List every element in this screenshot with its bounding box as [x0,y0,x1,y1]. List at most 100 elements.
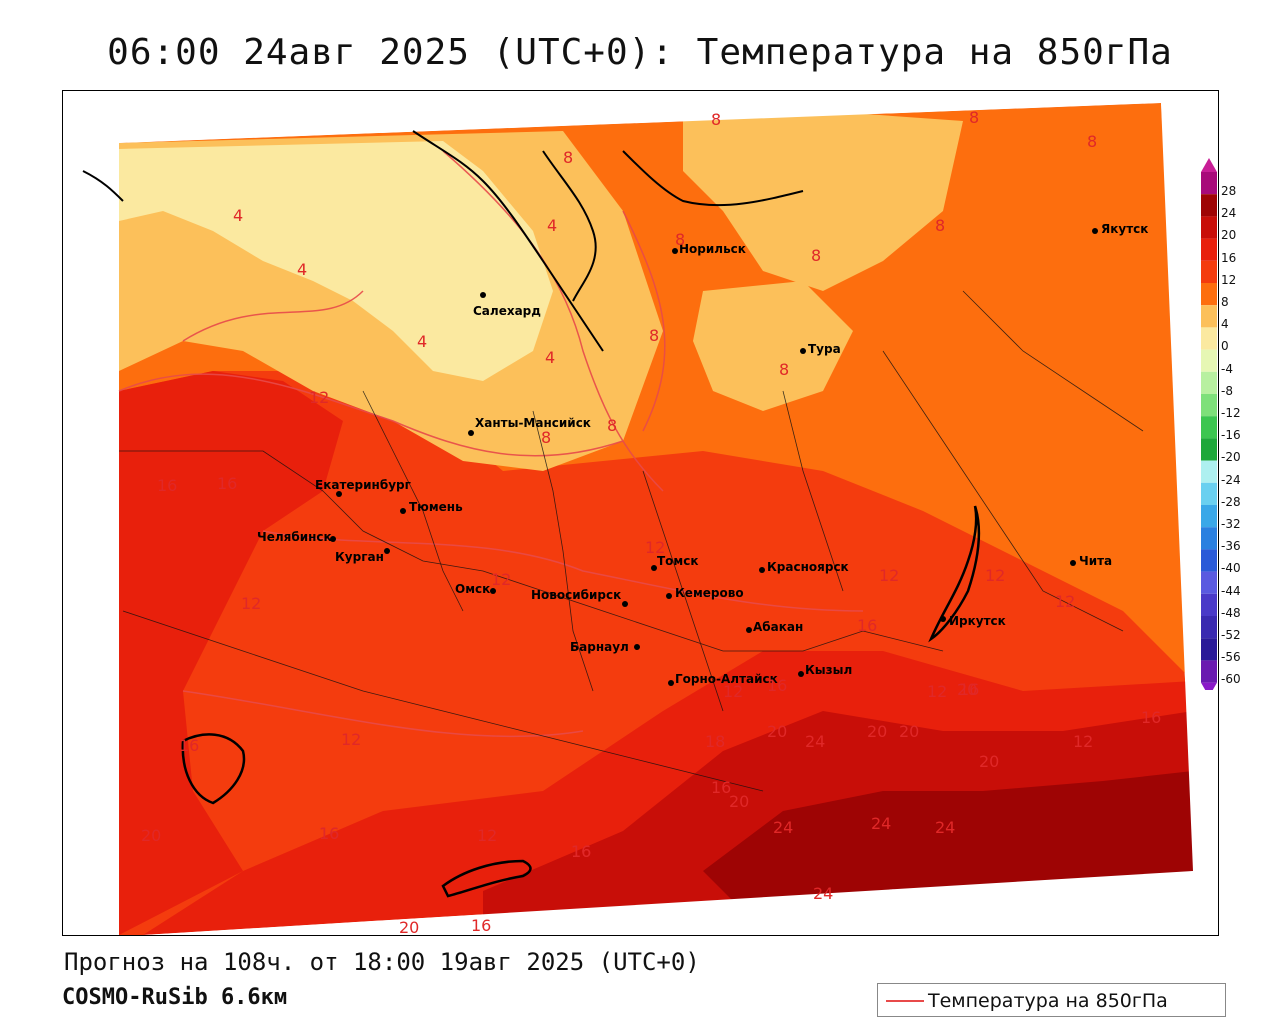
outside-domain-top [119,91,1218,143]
colorbar-tick-label: -32 [1221,517,1241,531]
city-label: Горно-Алтайск [675,672,778,686]
city-khanty-mansiysk: Ханты-Мансийск [468,416,591,436]
colorbar-tick-label: 12 [1221,272,1237,287]
outside-domain-left [63,91,119,935]
colorbar-top-arrow [1201,158,1217,172]
colorbar-tick-label: -60 [1221,672,1241,687]
colorbar-swatch [1201,283,1217,306]
contour-label: 8 [607,416,617,435]
colorbar-swatches [1201,158,1217,690]
outside-domain-bottom [143,871,1218,935]
contour-label: 8 [541,428,551,447]
colorbar-tick-label: 16 [1221,250,1237,265]
colorbar-tick-label: 20 [1221,228,1237,243]
contour-label: 24 [773,818,793,837]
colorbar-swatch [1201,527,1217,550]
city-omsk: Омск [455,582,496,596]
city-label: Новосибирск [531,588,621,602]
colorbar-swatch [1201,460,1217,483]
colorbar-tick-label: -16 [1221,428,1241,443]
colorbar-tick-label: -36 [1221,539,1241,554]
contour-label: 4 [547,216,557,235]
city-label: Барнаул [570,640,629,654]
colorbar-tick-label: -12 [1221,406,1241,420]
colorbar-tick-label: 8 [1221,295,1229,309]
contour-label: 24 [813,884,833,903]
colorbar-tick-label: -56 [1221,650,1241,665]
city-label: Тура [808,342,841,356]
colorbar-swatch [1201,638,1217,661]
colorbar-swatch [1201,505,1217,528]
colorbar-swatch [1201,194,1217,217]
lake-tengiz [181,733,246,805]
contour-label: 4 [297,260,307,279]
contour-label: 16 [571,842,591,861]
contour-label: 4 [545,348,555,367]
city-label: Красноярск [767,560,849,574]
contour-label: 20 [979,752,999,771]
band-24-28-mongolia [703,771,1193,911]
city-label: Курган [335,550,384,564]
city-kurgan: Курган [335,548,390,564]
city-ekaterinburg: Екатеринбург [315,478,411,497]
contour-label: 16 [767,676,787,695]
contour-label: 12 [1055,592,1075,611]
band-16-20-west [119,371,343,935]
contour-label: 18 [705,732,725,751]
city-label: Чита [1079,554,1112,568]
city-label: Кызыл [805,663,852,677]
city-tyumen: Тюмень [400,500,463,514]
legend-line-swatch [886,1000,924,1002]
city-label: Норильск [679,242,746,256]
contour-label: 16 [1141,708,1161,727]
city-kemerovo: Кемерово [666,586,744,600]
band-4-8-tura [693,281,853,411]
contour-label: 8 [969,108,979,127]
contour-label: 8 [811,246,821,265]
city-kyzyl: Кызыл [798,663,852,677]
city-label: Челябинск [257,530,332,544]
contour-label: 12 [477,826,497,845]
contour-value-labels: 8 8 8 8 4 4 4 8 8 8 8 4 4 8 8 8 12 16 16… [141,108,1161,935]
city-label: Ханты-Мансийск [475,416,591,430]
city-abakan: Абакан [746,620,803,634]
contour-label: 16 [319,824,339,843]
city-novosibirsk: Новосибирск [531,588,628,607]
contour-label: 4 [417,332,427,351]
colorbar-swatch [1201,482,1217,505]
contour-label: 16 [959,680,979,699]
model-name: COSMO-RuSib 6.6км [62,985,288,1010]
colorbar-swatch [1201,216,1217,239]
city-label: Томск [657,554,699,568]
city-chelyabinsk: Челябинск [257,530,336,544]
city-barnaul: Барнаул [570,640,640,654]
forecast-info: Прогноз на 108ч. от 18:00 19авг 2025 (UT… [64,948,700,976]
colorbar-tick-label: 28 [1221,184,1237,198]
colorbar-tick-label: -52 [1221,628,1241,642]
lake-baikal [928,505,981,643]
city-label: Кемерово [675,586,744,600]
contour-label: 16 [319,824,339,843]
contour-label: 12 [879,566,899,585]
colorbar-tick-label: -44 [1221,583,1241,598]
colorbar-swatch [1201,416,1217,439]
colorbar-swatch [1201,172,1217,195]
colorbar-tick-label: 4 [1221,317,1229,332]
temperature-map: Салехард Норильск Якутск Тура Ханты-Манс… [62,90,1219,936]
colorbar-bottom-arrow [1201,682,1217,690]
city-norilsk: Норильск [672,242,746,256]
city-salekhard: Салехард [473,292,541,318]
map-title: 06:00 24авг 2025 (UTC+0): Температура на… [107,32,1173,73]
colorbar-tick-label: -8 [1221,383,1233,398]
contour-label: 8 [779,360,789,379]
city-label: Салехард [473,304,541,318]
contour-label: 4 [233,206,243,225]
band-0-4-yamal [119,141,553,381]
city-label: Иркутск [949,614,1006,628]
coastline [82,130,804,352]
contour-label: 12 [985,566,1005,585]
contour-label: 16 [157,476,177,495]
colorbar-swatch [1201,438,1217,461]
city-label: Якутск [1101,222,1148,236]
city-markers: Салехард Норильск Якутск Тура Ханты-Манс… [257,222,1148,686]
